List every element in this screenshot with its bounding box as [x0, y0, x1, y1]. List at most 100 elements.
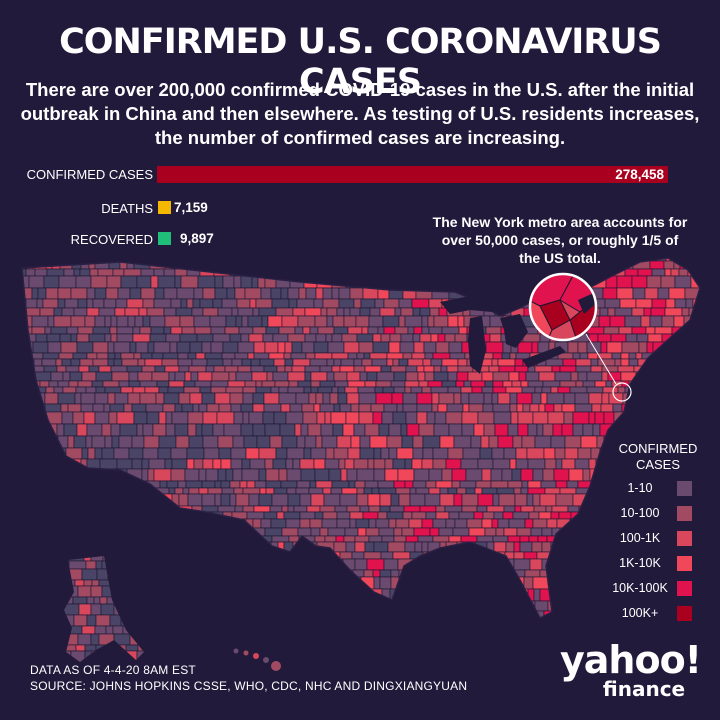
county-cell — [107, 568, 126, 581]
county-cell — [415, 610, 433, 618]
county-cell — [104, 435, 113, 449]
county-cell — [116, 315, 129, 328]
county-cell — [295, 487, 310, 495]
county-cell — [180, 275, 199, 289]
county-cell — [153, 298, 172, 309]
county-cell — [624, 315, 642, 328]
county-cell — [319, 403, 335, 413]
county-cell — [93, 596, 101, 605]
county-cell — [166, 518, 176, 529]
county-cell — [605, 380, 613, 388]
county-cell — [40, 569, 57, 578]
county-cell — [383, 326, 396, 335]
county-cell — [113, 493, 130, 507]
county-cell — [310, 386, 319, 394]
county-cell — [533, 505, 547, 513]
county-cell — [91, 535, 101, 543]
county-cell — [296, 480, 311, 489]
county-cell — [471, 386, 483, 394]
county-cell — [181, 403, 194, 413]
county-cell — [308, 260, 323, 270]
county-cell — [167, 386, 185, 394]
county-cell — [554, 535, 565, 543]
county-cell — [461, 411, 479, 425]
county-cell — [150, 588, 162, 602]
county-cell — [380, 447, 390, 460]
county-cell — [241, 458, 251, 470]
county-cell — [671, 423, 679, 437]
county-cell — [107, 341, 115, 354]
county-cell — [157, 275, 176, 289]
county-cell — [428, 468, 443, 482]
county-cell — [22, 505, 30, 513]
county-cell — [441, 380, 457, 388]
county-cell — [94, 287, 107, 300]
county-cell — [184, 468, 200, 482]
county-cell — [225, 315, 237, 328]
county-cell — [233, 275, 242, 289]
county-cell — [397, 468, 415, 482]
county-cell — [574, 392, 590, 405]
county-cell — [22, 527, 27, 537]
county-cell — [331, 268, 349, 277]
county-cell — [287, 493, 301, 507]
county-cell — [187, 352, 197, 360]
county-cell — [76, 423, 88, 437]
county-cell — [597, 358, 616, 367]
county-cell — [300, 423, 309, 437]
county-cell — [527, 487, 546, 495]
county-cell — [516, 527, 532, 537]
county-cell — [63, 423, 78, 437]
county-cell — [433, 423, 450, 437]
county-cell — [457, 358, 468, 367]
county-cell — [418, 423, 435, 437]
county-cell — [381, 535, 395, 543]
county-cell — [279, 423, 296, 437]
county-cell — [591, 600, 606, 612]
county-cell — [265, 326, 280, 335]
county-cell — [278, 588, 293, 602]
county-cell — [411, 588, 422, 602]
county-cell — [97, 268, 114, 277]
county-cell — [315, 287, 324, 300]
county-cell — [326, 307, 338, 317]
county-cell — [492, 380, 504, 388]
county-cell — [252, 326, 267, 335]
county-cell — [45, 260, 53, 270]
county-cell — [602, 386, 619, 394]
county-cell — [513, 551, 525, 560]
county-cell — [22, 307, 27, 317]
county-cell — [194, 380, 212, 388]
county-cell — [674, 298, 687, 309]
county-cell — [136, 625, 144, 635]
county-cell — [165, 551, 182, 560]
county-cell — [640, 315, 651, 328]
county-cell — [153, 610, 169, 618]
hawaii — [233, 648, 281, 671]
county-cell — [148, 458, 166, 470]
deaths-value: 7,159 — [174, 200, 208, 215]
county-cell — [64, 625, 83, 635]
county-cell — [449, 352, 466, 360]
county-cell — [492, 458, 511, 470]
county-cell — [336, 511, 351, 520]
county-cell — [393, 371, 407, 382]
county-cell — [310, 527, 321, 537]
county-cell — [505, 386, 523, 394]
county-cell — [45, 386, 55, 394]
county-cell — [594, 380, 607, 388]
county-cell — [134, 315, 144, 328]
county-cell — [511, 380, 522, 388]
county-cell — [133, 610, 149, 618]
county-cell — [432, 569, 447, 578]
county-cell — [550, 511, 560, 520]
county-cell — [559, 380, 577, 388]
county-cell — [491, 588, 507, 602]
county-cell — [208, 518, 218, 529]
county-cell — [440, 365, 448, 373]
county-cell — [22, 386, 36, 394]
county-cell — [493, 411, 512, 425]
county-cell — [696, 576, 700, 590]
county-cell — [185, 480, 203, 489]
county-cell — [47, 341, 62, 354]
